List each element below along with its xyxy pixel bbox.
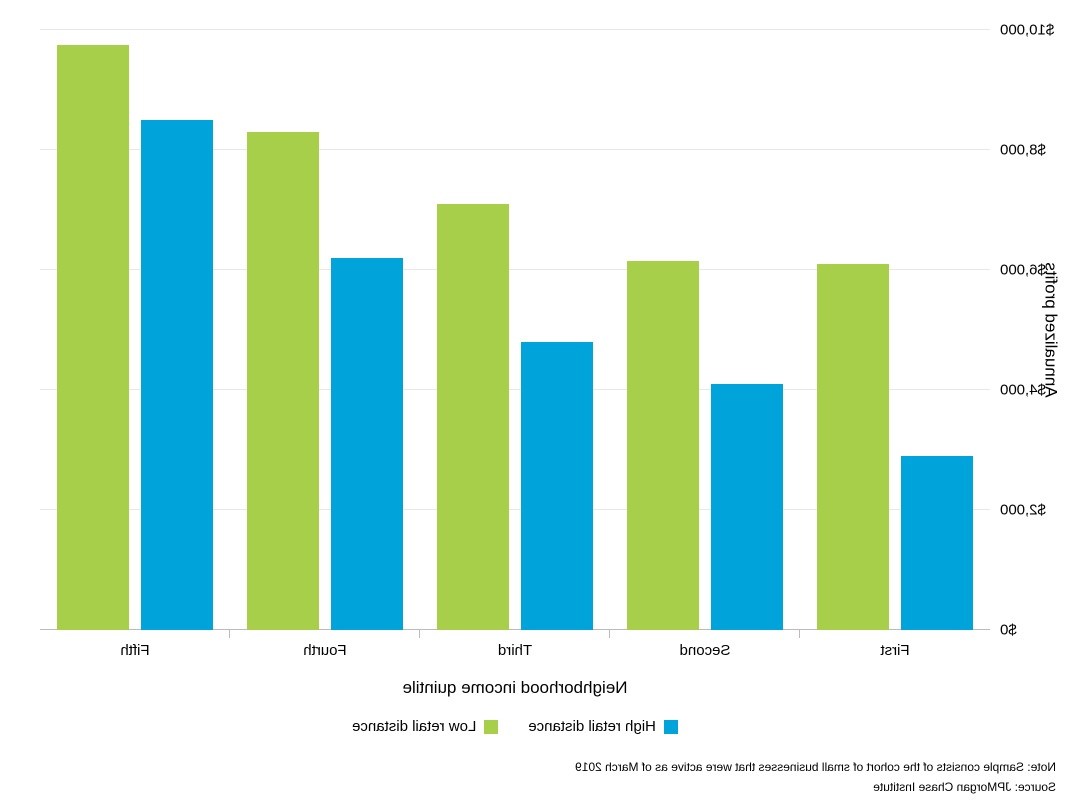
y-axis-label: Annualized profits: [1040, 262, 1060, 397]
bar: [627, 261, 699, 630]
bar: [247, 132, 319, 630]
bar: [711, 384, 783, 630]
x-tick-label: Fourth: [303, 642, 346, 659]
bar: [57, 45, 129, 630]
y-axis-label-wrap: Annualized profits: [1040, 30, 1060, 630]
x-tick-mark: [229, 630, 230, 638]
x-tick-mark: [609, 630, 610, 638]
y-tick-label: $2,000: [1000, 502, 1046, 519]
x-axis-label: Neighborhood income quintile: [40, 678, 990, 698]
gridline: [40, 29, 990, 30]
legend-swatch: [484, 720, 498, 734]
x-tick-label: First: [880, 642, 909, 659]
x-tick-mark: [419, 630, 420, 638]
y-tick-label: $8,000: [1000, 142, 1046, 159]
bar: [141, 120, 213, 630]
y-tick-label: $10,000: [1000, 22, 1054, 39]
footnote-note: Note: Sample consists of the cohort of s…: [575, 760, 1056, 774]
x-tick-mark: [799, 630, 800, 638]
legend-swatch: [664, 720, 678, 734]
x-tick-label: Fifth: [120, 642, 149, 659]
legend-label: Low retail distance: [352, 718, 476, 735]
y-tick-label: $6,000: [1000, 262, 1046, 279]
bar: [521, 342, 593, 630]
bar: [331, 258, 403, 630]
x-tick-label: Third: [498, 642, 532, 659]
y-tick-label: $4,000: [1000, 382, 1046, 399]
x-tick-label: Second: [680, 642, 731, 659]
chart-container: Annualized profits $0$2,000$4,000$6,000$…: [0, 0, 1070, 800]
bar: [437, 204, 509, 630]
legend-label: High retail distance: [528, 718, 656, 735]
plot-area: $0$2,000$4,000$6,000$8,000$10,000FirstSe…: [40, 30, 990, 630]
y-tick-label: $0: [1000, 622, 1017, 639]
bar: [817, 264, 889, 630]
bar: [901, 456, 973, 630]
legend-item: Low retail distance: [352, 718, 498, 735]
legend-item: High retail distance: [528, 718, 678, 735]
legend: High retail distance Low retail distance: [40, 718, 990, 735]
footnote-source: Source: JPMorgan Chase Institute: [873, 780, 1056, 794]
